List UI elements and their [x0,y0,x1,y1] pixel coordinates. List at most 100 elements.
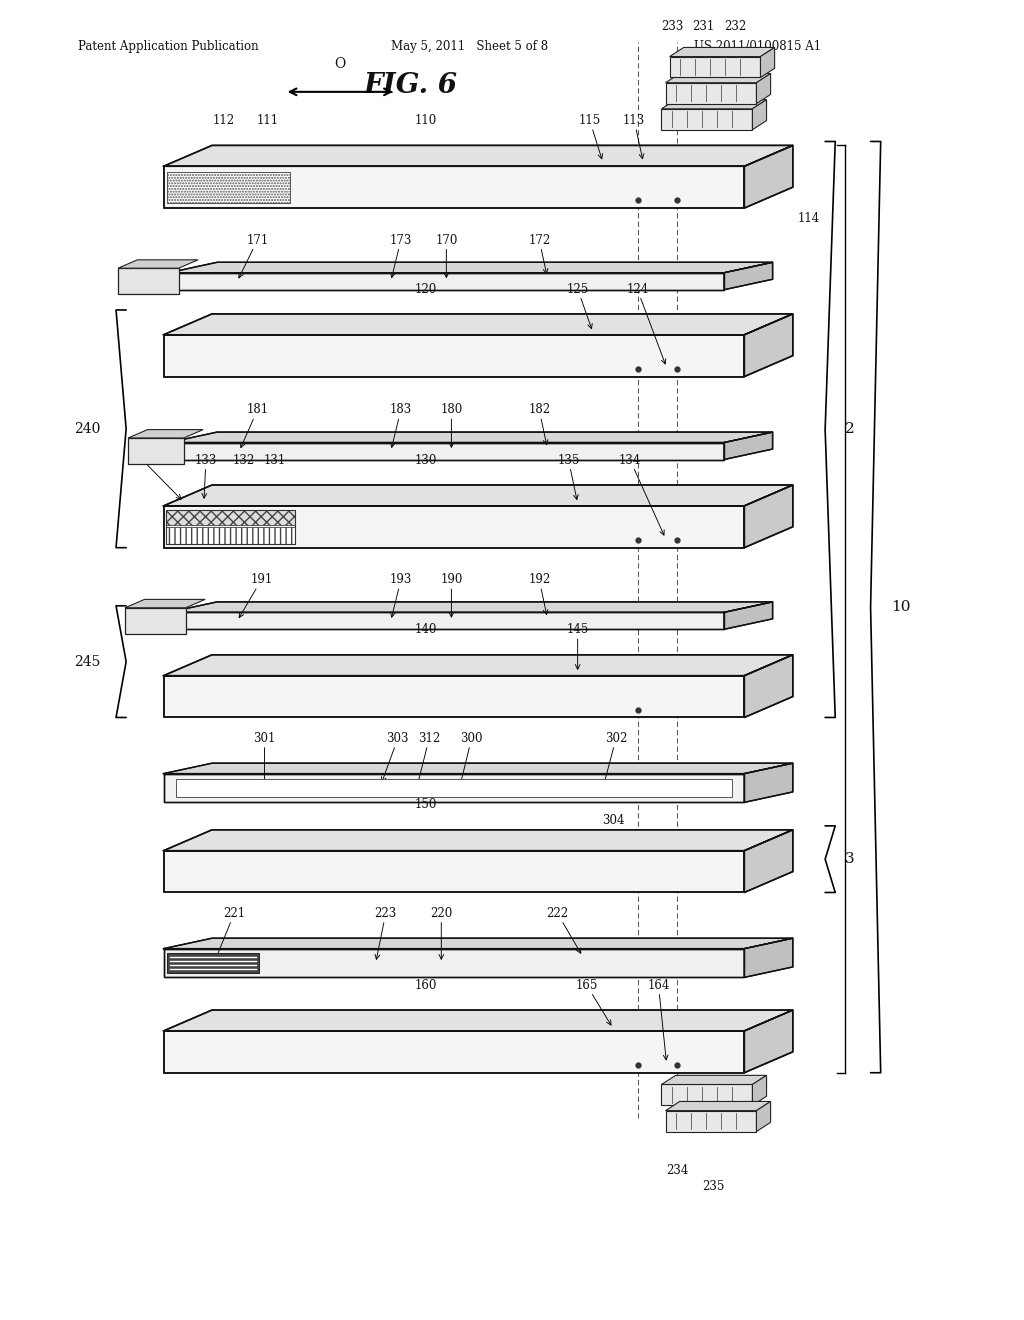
Text: 191: 191 [240,573,272,618]
Polygon shape [118,260,198,268]
Polygon shape [164,676,744,718]
Polygon shape [744,655,793,718]
Text: 111: 111 [256,114,279,127]
Text: 172: 172 [528,234,550,273]
Polygon shape [724,263,773,289]
Text: 180: 180 [440,404,463,447]
Text: 240: 240 [75,422,101,436]
Text: 232: 232 [724,20,746,33]
Text: 131: 131 [263,454,286,467]
Text: 134: 134 [618,454,665,535]
Polygon shape [125,599,205,607]
Text: 223: 223 [375,907,397,960]
Text: 235: 235 [701,1180,724,1193]
Polygon shape [169,442,724,459]
Polygon shape [744,1010,793,1073]
Text: 110: 110 [415,114,437,127]
Polygon shape [744,939,793,977]
Text: 171: 171 [239,234,268,277]
Polygon shape [169,602,773,612]
Polygon shape [662,1076,767,1085]
Polygon shape [164,166,744,209]
Text: 10: 10 [891,601,910,614]
Text: 120: 120 [415,282,437,296]
Text: 114: 114 [798,213,820,224]
Text: 112: 112 [213,114,236,127]
Polygon shape [166,527,295,544]
Polygon shape [164,335,744,376]
Polygon shape [666,1101,771,1110]
Polygon shape [166,510,295,525]
Polygon shape [164,949,744,977]
Text: 303: 303 [381,731,410,781]
Text: 113: 113 [623,114,645,158]
Polygon shape [724,432,773,459]
Text: 231: 231 [692,20,714,33]
Polygon shape [666,1110,757,1131]
Text: 302: 302 [603,731,628,784]
Polygon shape [164,774,744,803]
Text: 234: 234 [667,1164,689,1177]
Text: 181: 181 [241,404,268,447]
Text: 3: 3 [846,853,855,866]
Polygon shape [724,602,773,630]
Polygon shape [753,1076,767,1105]
Polygon shape [164,506,744,548]
Text: 2: 2 [846,422,855,437]
Polygon shape [169,612,724,630]
Polygon shape [125,607,185,634]
Polygon shape [662,108,753,129]
Polygon shape [164,1010,793,1031]
Text: 130: 130 [415,454,437,467]
Polygon shape [164,145,793,166]
Text: 183: 183 [390,404,412,447]
Polygon shape [169,432,773,442]
Text: 220: 220 [430,907,453,960]
Polygon shape [757,1101,771,1131]
Text: 193: 193 [390,573,412,618]
Text: 124: 124 [626,282,666,364]
Polygon shape [176,779,732,797]
Polygon shape [744,314,793,376]
Polygon shape [164,939,793,949]
Polygon shape [164,314,793,335]
Polygon shape [744,830,793,892]
Bar [166,510,295,544]
Polygon shape [744,484,793,548]
Text: 192: 192 [528,573,550,615]
Text: 140: 140 [415,623,437,636]
Polygon shape [118,268,178,294]
Text: 233: 233 [662,20,684,33]
Text: 245: 245 [75,655,101,669]
Polygon shape [164,830,793,850]
Polygon shape [757,74,771,103]
Text: 115: 115 [579,114,602,158]
Polygon shape [128,438,183,465]
Text: 221: 221 [215,907,246,960]
Polygon shape [666,83,757,103]
Polygon shape [761,48,774,78]
Polygon shape [128,429,203,438]
Text: May 5, 2011   Sheet 5 of 8: May 5, 2011 Sheet 5 of 8 [391,40,548,53]
Text: O: O [335,57,346,71]
Text: 150: 150 [415,799,437,812]
Text: 312: 312 [416,731,440,787]
Text: 304: 304 [602,814,625,828]
Text: 182: 182 [528,404,550,445]
Text: 170: 170 [435,234,458,277]
Polygon shape [670,57,761,78]
Text: 14: 14 [129,447,181,499]
Text: 300: 300 [459,731,483,784]
Polygon shape [662,100,767,108]
Polygon shape [164,763,793,774]
Polygon shape [164,850,744,892]
Polygon shape [164,655,793,676]
Polygon shape [753,100,767,129]
Polygon shape [169,273,724,289]
Text: 190: 190 [440,573,463,616]
Polygon shape [670,48,774,57]
Text: 160: 160 [415,978,437,991]
Text: 133: 133 [195,454,217,498]
Text: 165: 165 [575,978,611,1026]
Text: 173: 173 [390,234,412,277]
